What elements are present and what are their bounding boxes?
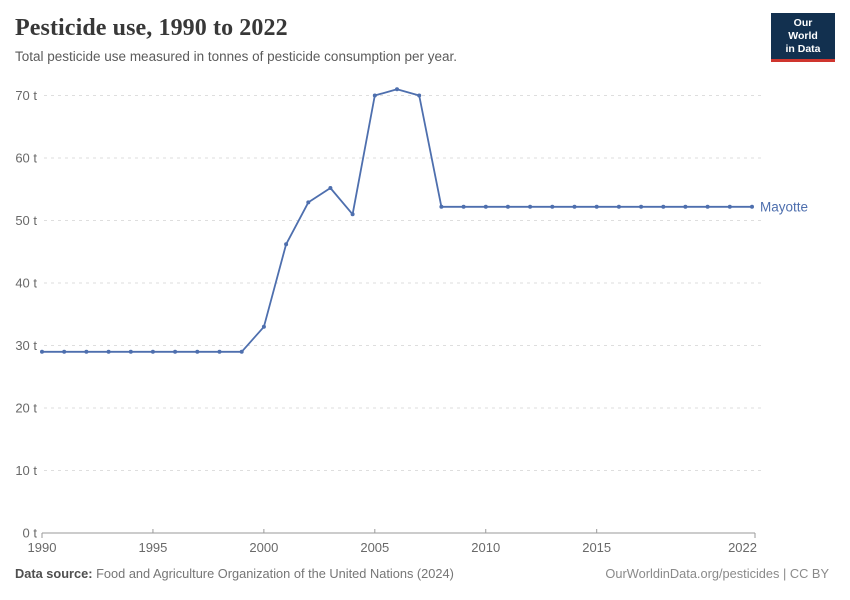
data-point[interactable] (84, 349, 89, 354)
data-point[interactable] (395, 87, 399, 92)
data-point[interactable] (483, 204, 488, 209)
data-point[interactable] (261, 324, 266, 329)
data-point[interactable] (661, 204, 666, 209)
y-tick-label: 50 t (15, 213, 37, 228)
chart-header: Pesticide use, 1990 to 2022 Total pestic… (15, 15, 760, 64)
data-point[interactable] (350, 212, 355, 217)
x-tick-label: 2022 (728, 540, 757, 555)
data-point[interactable] (461, 204, 466, 209)
data-point[interactable] (572, 204, 577, 209)
page-title: Pesticide use, 1990 to 2022 (15, 15, 288, 41)
data-point[interactable] (594, 204, 599, 209)
x-tick-label: 2010 (471, 540, 500, 555)
data-point[interactable] (306, 200, 311, 205)
series-label[interactable]: Mayotte (760, 199, 808, 214)
data-point[interactable] (750, 204, 754, 209)
data-source-label: Data source: (15, 566, 93, 581)
data-source: Data source: Food and Agriculture Organi… (15, 566, 454, 581)
data-point[interactable] (727, 204, 732, 209)
line-chart[interactable]: 0 t 10 t 20 t 30 t 40 t 50 t 60 t 70 t 1990 1995 2… (0, 75, 850, 557)
data-point[interactable] (528, 204, 533, 209)
data-point[interactable] (284, 242, 289, 247)
chart-footer: Data source: Food and Agriculture Organi… (15, 566, 829, 581)
y-tick-label: 70 t (15, 88, 37, 103)
y-tick-label: 0 t (23, 526, 38, 541)
data-point[interactable] (128, 349, 133, 354)
data-point[interactable] (505, 204, 510, 209)
x-tick-label: 1990 (28, 540, 57, 555)
chart-svg: 0 t 10 t 20 t 30 t 40 t 50 t 60 t 70 t 1990 1995 2… (15, 87, 808, 555)
data-point[interactable] (173, 349, 178, 354)
data-point[interactable] (372, 93, 377, 98)
data-point[interactable] (150, 349, 155, 354)
y-tick-label: 30 t (15, 338, 37, 353)
x-tick-label: 1995 (138, 540, 167, 555)
data-point[interactable] (639, 204, 644, 209)
chart-subtitle: Total pesticide use measured in tonnes o… (15, 49, 458, 64)
data-point[interactable] (62, 349, 67, 354)
data-point[interactable] (40, 349, 44, 354)
data-point[interactable] (217, 349, 222, 354)
data-point[interactable] (439, 204, 444, 209)
y-tick-label: 40 t (15, 276, 37, 291)
owid-logo-line1: Our World (788, 17, 818, 43)
x-tick-label: 2015 (582, 540, 611, 555)
data-point[interactable] (616, 204, 621, 209)
data-point[interactable] (195, 349, 200, 354)
data-point[interactable] (705, 204, 710, 209)
data-point[interactable] (550, 204, 555, 209)
data-point[interactable] (417, 93, 422, 98)
data-point[interactable] (328, 186, 333, 190)
data-point[interactable] (106, 349, 111, 354)
license-link[interactable]: OurWorldinData.org/pesticides | CC BY (605, 566, 829, 581)
y-tick-label: 10 t (15, 463, 37, 478)
owid-logo-line2: in Data (785, 43, 821, 56)
y-tick-label: 20 t (15, 401, 37, 416)
y-tick-label: 60 t (15, 151, 37, 166)
data-point[interactable] (239, 349, 244, 354)
x-tick-label: 2005 (360, 540, 389, 555)
x-tick-label: 2000 (249, 540, 278, 555)
owid-logo[interactable]: Our World in Data (771, 13, 835, 63)
data-source-value: Food and Agriculture Organization of the… (96, 566, 454, 581)
data-point[interactable] (683, 204, 688, 209)
